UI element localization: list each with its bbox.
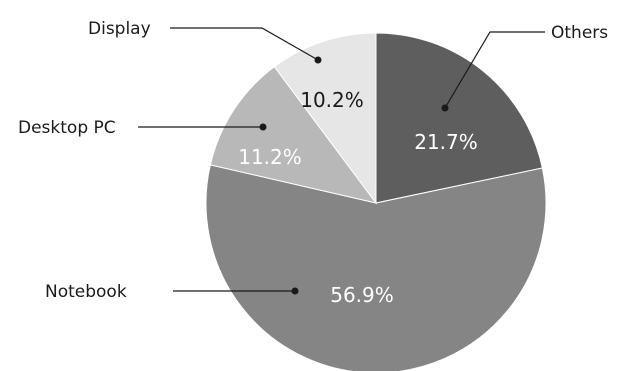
value-label-others: 21.7% [414, 130, 478, 154]
category-label-desktop-pc: Desktop PC [18, 118, 116, 138]
callout-notebook: Notebook [45, 282, 299, 302]
category-label-others: Others [551, 23, 608, 43]
leader-dot-others [441, 104, 449, 112]
leader-line-others [444, 31, 545, 109]
value-label-desktop-pc: 11.2% [238, 145, 302, 169]
leader-dot-display [314, 56, 322, 64]
value-label-display: 10.2% [300, 88, 364, 112]
pie-slices [205, 32, 547, 371]
value-label-notebook: 56.9% [330, 283, 394, 307]
pie-slice-display [273, 32, 377, 205]
category-label-display: Display [88, 19, 151, 39]
pie-slice-notebook [205, 164, 547, 371]
leader-dot-desktop-pc [259, 123, 267, 131]
callout-others: Others [441, 23, 608, 112]
category-label-notebook: Notebook [45, 282, 127, 302]
leader-dot-notebook [291, 287, 299, 295]
pie-slice-desktop-pc [209, 66, 378, 204]
callout-desktop-pc: Desktop PC [18, 118, 267, 138]
leader-line-display [170, 27, 319, 61]
pie-slice-others [375, 32, 543, 204]
callout-display: Display [88, 19, 322, 64]
